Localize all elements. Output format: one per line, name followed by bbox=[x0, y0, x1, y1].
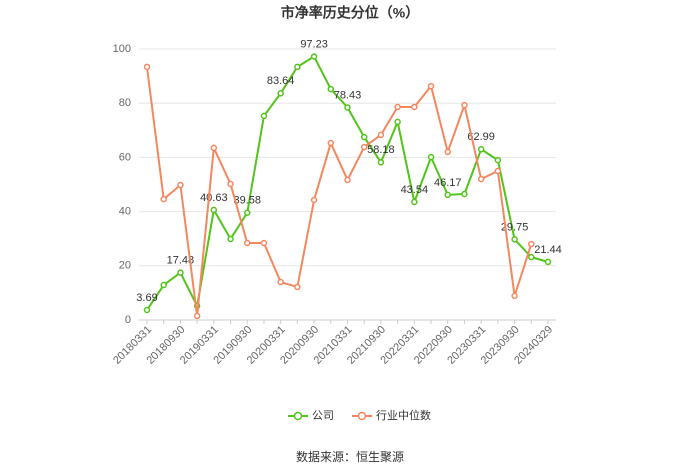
data-point bbox=[177, 269, 184, 276]
data-point bbox=[344, 104, 351, 111]
data-point bbox=[494, 156, 502, 164]
data-label: 62.99 bbox=[467, 131, 495, 143]
data-point bbox=[210, 144, 218, 152]
data-point bbox=[494, 167, 502, 175]
data-point bbox=[511, 292, 518, 300]
source: 数据来源：恒生聚源 bbox=[296, 449, 404, 464]
legend-label: 行业中位数 bbox=[376, 408, 431, 422]
data-point bbox=[444, 148, 451, 156]
data-point bbox=[528, 253, 535, 261]
data-point bbox=[344, 176, 351, 184]
data-label: 21.44 bbox=[534, 244, 562, 256]
data-point bbox=[310, 53, 318, 60]
data-point bbox=[377, 131, 385, 139]
data-point bbox=[227, 180, 234, 188]
y-tick-label: 60 bbox=[119, 151, 131, 163]
legend-marker bbox=[357, 411, 367, 421]
data-point bbox=[277, 278, 284, 286]
legend-marker bbox=[293, 411, 303, 421]
data-label: 39.58 bbox=[233, 195, 261, 207]
y-tick-label: 80 bbox=[119, 97, 131, 109]
data-point bbox=[294, 63, 301, 71]
data-label: 78.43 bbox=[334, 89, 362, 101]
data-point bbox=[444, 191, 451, 199]
data-point bbox=[210, 206, 218, 214]
data-point bbox=[360, 133, 368, 141]
y-tick-label: 0 bbox=[125, 314, 131, 326]
data-point bbox=[327, 139, 335, 147]
data-label: 17.48 bbox=[167, 255, 195, 267]
data-point bbox=[461, 190, 468, 198]
data-point bbox=[227, 235, 234, 243]
data-label: 43.54 bbox=[401, 184, 429, 196]
data-label: 97.23 bbox=[300, 38, 328, 50]
data-point bbox=[260, 112, 268, 120]
data-point bbox=[143, 306, 151, 314]
y-tick-label: 20 bbox=[119, 260, 131, 272]
data-point bbox=[477, 146, 485, 153]
data-point bbox=[377, 159, 385, 166]
data-point bbox=[411, 103, 418, 111]
data-point bbox=[160, 195, 167, 203]
data-point bbox=[327, 85, 335, 93]
series-line bbox=[146, 66, 533, 317]
data-point bbox=[360, 143, 368, 151]
chart-title: 市净率历史分位（%） bbox=[281, 5, 419, 21]
data-point bbox=[294, 283, 301, 291]
data-point bbox=[427, 153, 435, 161]
data-point bbox=[260, 239, 268, 247]
data-point bbox=[244, 209, 251, 216]
data-point bbox=[544, 258, 552, 266]
data-point bbox=[193, 312, 201, 320]
data-label: 46.17 bbox=[434, 177, 462, 189]
data-point bbox=[277, 90, 284, 97]
data-point bbox=[177, 181, 184, 189]
y-tick-label: 100 bbox=[113, 43, 131, 55]
data-label: 40.63 bbox=[200, 192, 228, 204]
data-label: 29.75 bbox=[501, 221, 529, 233]
data-point bbox=[310, 196, 318, 204]
data-point bbox=[427, 82, 435, 90]
legend-label: 公司 bbox=[312, 410, 334, 422]
data-point bbox=[411, 198, 418, 206]
data-point bbox=[511, 236, 518, 243]
y-tick-label: 40 bbox=[119, 206, 131, 218]
data-label: 58.18 bbox=[367, 144, 395, 156]
data-point bbox=[394, 103, 401, 111]
data-point bbox=[244, 239, 251, 247]
data-point bbox=[160, 281, 167, 289]
data-label: 3.69 bbox=[136, 292, 157, 304]
data-point bbox=[528, 240, 535, 248]
data-point bbox=[394, 118, 401, 126]
data-point bbox=[461, 101, 468, 109]
data-point bbox=[477, 175, 485, 183]
data-label: 83.64 bbox=[267, 75, 295, 87]
data-point bbox=[143, 63, 151, 71]
